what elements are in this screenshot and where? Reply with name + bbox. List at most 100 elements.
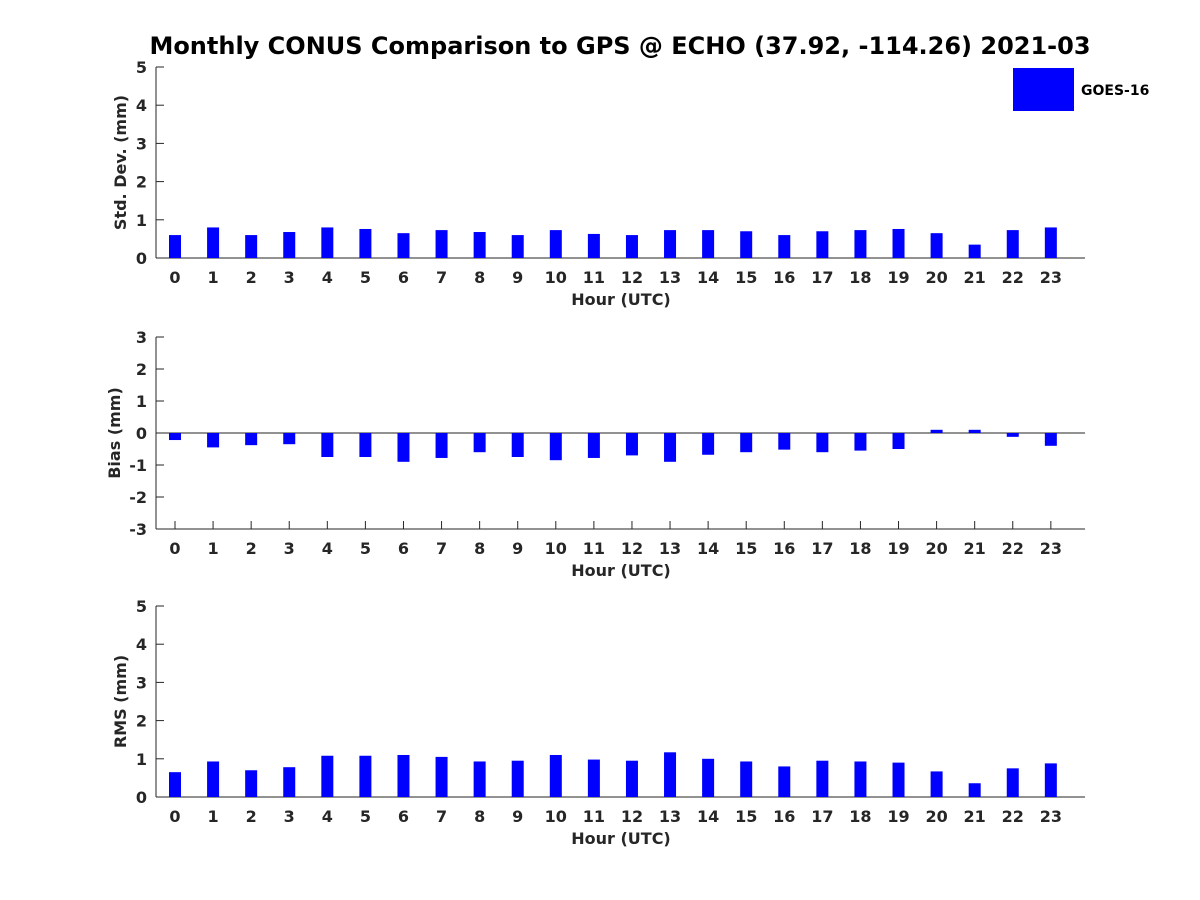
- bar: [854, 230, 867, 258]
- x-tick-label: 19: [887, 807, 909, 826]
- x-tick-label: 9: [512, 807, 523, 826]
- bar: [930, 771, 943, 797]
- x-tick-label: 8: [474, 539, 485, 558]
- x-tick-label: 6: [398, 268, 409, 287]
- x-tick-label: 21: [964, 539, 986, 558]
- bar: [321, 227, 334, 258]
- x-tick-label: 11: [583, 539, 605, 558]
- x-tick-label: 6: [398, 807, 409, 826]
- bar: [1006, 433, 1019, 437]
- x-tick-label: 11: [583, 268, 605, 287]
- y-tick-label: 0: [136, 249, 147, 268]
- y-tick-label: 0: [136, 788, 147, 807]
- legend-swatch: [1013, 68, 1074, 111]
- x-tick-label: 16: [773, 539, 795, 558]
- bar: [359, 755, 372, 797]
- x-tick-label: 17: [811, 539, 833, 558]
- bar: [1006, 768, 1019, 797]
- bar: [435, 230, 448, 258]
- bar: [435, 756, 448, 797]
- x-tick-label: 17: [811, 807, 833, 826]
- x-tick-label: 8: [474, 268, 485, 287]
- x-tick-label: 2: [246, 807, 257, 826]
- bar: [968, 429, 981, 433]
- x-tick-label: 10: [545, 539, 567, 558]
- y-axis-label: RMS (mm): [111, 655, 130, 748]
- y-tick-label: 3: [136, 134, 147, 153]
- bar: [816, 231, 829, 258]
- x-tick-label: 19: [887, 268, 909, 287]
- bar: [816, 760, 829, 797]
- bar: [473, 232, 486, 258]
- bar: [892, 228, 905, 258]
- legend-label: GOES-16: [1081, 83, 1149, 99]
- bar: [625, 760, 638, 797]
- x-tick-label: 12: [621, 807, 643, 826]
- x-tick-label: 14: [697, 539, 719, 558]
- bar: [435, 433, 448, 458]
- bar: [283, 767, 296, 797]
- x-tick-label: 0: [169, 539, 180, 558]
- bar: [968, 783, 981, 797]
- bar: [664, 433, 677, 462]
- x-tick-label: 13: [659, 268, 681, 287]
- y-tick-label: 5: [136, 58, 147, 77]
- chart-title: Monthly CONUS Comparison to GPS @ ECHO (…: [149, 32, 1090, 60]
- y-tick-label: 2: [136, 360, 147, 379]
- bar: [587, 233, 600, 258]
- x-tick-label: 23: [1040, 268, 1062, 287]
- bar: [778, 433, 791, 450]
- x-tick-label: 15: [735, 807, 757, 826]
- bar: [1044, 763, 1057, 797]
- bar: [511, 235, 524, 258]
- bar: [702, 758, 715, 797]
- x-tick-label: 7: [436, 539, 447, 558]
- x-tick-label: 3: [284, 268, 295, 287]
- bar: [1044, 227, 1057, 258]
- bar: [664, 230, 677, 258]
- bar: [473, 761, 486, 797]
- y-tick-label: 5: [136, 597, 147, 616]
- x-tick-label: 4: [322, 539, 333, 558]
- x-tick-label: 5: [360, 539, 371, 558]
- x-tick-label: 16: [773, 268, 795, 287]
- bar: [854, 433, 867, 451]
- bar: [473, 433, 486, 453]
- y-tick-label: 3: [136, 328, 147, 347]
- x-tick-label: 16: [773, 807, 795, 826]
- x-tick-label: 2: [246, 268, 257, 287]
- x-tick-label: 5: [360, 268, 371, 287]
- x-tick-label: 23: [1040, 807, 1062, 826]
- y-tick-label: -1: [129, 456, 147, 475]
- bar: [321, 755, 334, 797]
- bar: [930, 429, 943, 433]
- bar: [549, 230, 562, 258]
- x-tick-label: 3: [284, 807, 295, 826]
- bar: [397, 233, 410, 258]
- bar: [702, 230, 715, 258]
- x-tick-label: 13: [659, 539, 681, 558]
- bar: [169, 235, 181, 258]
- bar: [245, 235, 258, 258]
- bar: [359, 433, 372, 457]
- x-tick-label: 22: [1002, 807, 1024, 826]
- x-tick-label: 18: [849, 807, 871, 826]
- bar: [207, 433, 220, 448]
- x-tick-label: 22: [1002, 268, 1024, 287]
- bar: [778, 766, 791, 797]
- bar: [169, 772, 181, 797]
- x-axis-label: Hour (UTC): [571, 290, 671, 309]
- x-tick-label: 7: [436, 268, 447, 287]
- bar: [854, 761, 867, 797]
- bar: [1044, 433, 1057, 446]
- x-tick-label: 10: [545, 268, 567, 287]
- y-tick-label: 1: [136, 211, 147, 230]
- x-tick-label: 11: [583, 807, 605, 826]
- y-tick-label: 2: [136, 712, 147, 731]
- bar: [587, 759, 600, 797]
- bar: [892, 433, 905, 449]
- x-tick-label: 22: [1002, 539, 1024, 558]
- x-tick-label: 20: [925, 268, 947, 287]
- bar: [1006, 230, 1019, 258]
